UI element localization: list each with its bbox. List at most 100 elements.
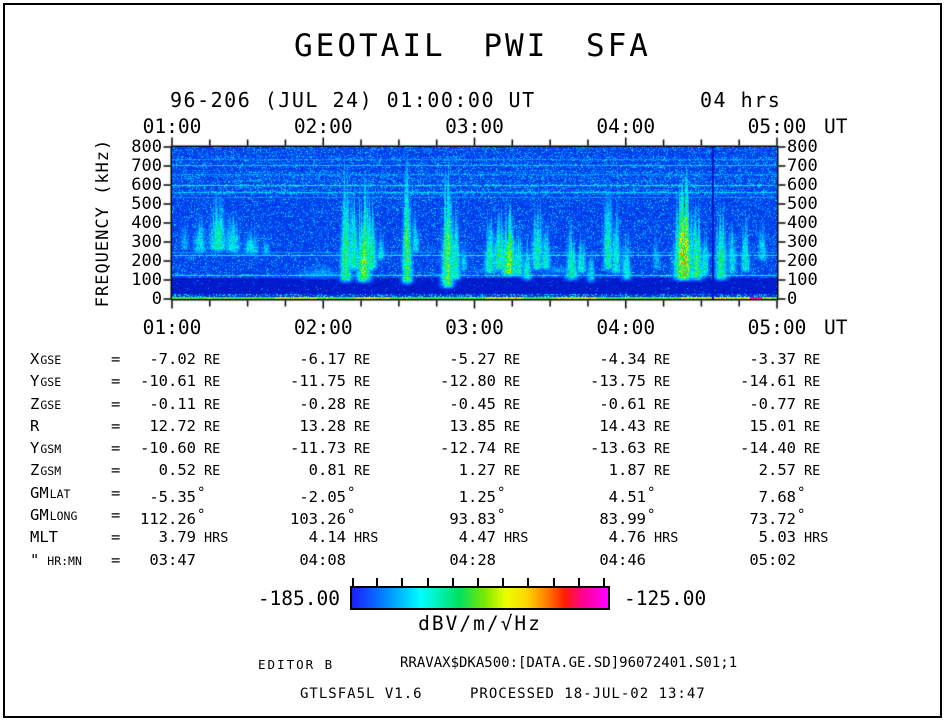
time-tick-label: 05:00 [747,316,807,339]
ephemeris-unit: RE [504,352,521,368]
ephemeris-equals: = [111,350,121,368]
ephemeris-value: 2.57 RE [758,461,821,480]
ephemeris-value: 1.25° [458,484,506,506]
ephemeris-value: -14.40 RE [740,439,821,458]
ephemeris-row-label-main: GM [30,483,49,502]
ephemeris-row-label-main: Z [30,394,40,413]
ephemeris-value: 73.72° [749,507,806,529]
freq-tick-label: 400 [131,212,162,233]
ephemeris-value: 13.28 RE [299,416,371,435]
ephemeris-row: R = 12.72 RE 13.28 RE 13.85 RE 14.43 RE 15.01 RE [0,415,945,437]
ephemeris-row-label-sub: GSM [40,464,62,479]
ephemeris-value: 04:28 [449,550,496,569]
freq-tick-label: 0 [151,288,162,309]
ephemeris-value: 1.27 RE [458,461,521,480]
ephemeris-value: -5.27 RE [449,350,521,368]
footer-file: RRAVAX$DKA500:[DATA.GE.SD]96072401.S01;1 [400,655,738,671]
ephemeris-value: -13.63 RE [590,439,671,458]
ephemeris-unit: RE [354,418,371,435]
ephemeris-table: XGSE = -7.02 RE -6.17 RE -5.27 RE -4.34 RE -3.37 RE… [0,348,945,571]
ephemeris-unit: HRS [204,530,229,547]
ephemeris-equals: = [111,394,121,413]
ephemeris-row-label-sub: LAT [49,486,71,501]
freq-tick-label: 700 [131,155,162,176]
colorbar-unit-label: dBV/m/√Hz [418,612,542,635]
ephemeris-value: 4.47 HRS [458,528,529,547]
ephemeris-row-label: XGSE [30,348,61,371]
ephemeris-unit: RE [804,374,821,391]
ephemeris-unit: RE [654,441,671,458]
colorbar-tick [553,578,555,586]
ephemeris-value: 04:08 [299,550,346,569]
ephemeris-value: 14.43 RE [599,416,671,435]
colorbar-tick [401,578,403,586]
ephemeris-row: " HR:MN = 03:47 04:08 04:28 04:46 05:02 [0,549,945,571]
freq-axis-title: FREQUENCY (kHz) [93,138,113,308]
ephemeris-value: 0.52 RE [158,461,221,480]
ephemeris-unit: RE [204,463,221,480]
ephemeris-value: -7.02 RE [149,350,221,368]
time-tick-label: 01:00 [142,316,202,339]
time-axis-unit-top: UT [824,115,848,138]
spectrogram-canvas [142,127,822,327]
ephemeris-row-label-main: GM [30,506,49,525]
ephemeris-unit: RE [354,374,371,391]
time-tick-label: 03:00 [445,316,504,339]
ephemeris-value: -4.34 RE [599,350,671,368]
ephemeris-row-label-sub: GSE [40,353,62,367]
ephemeris-unit: RE [354,441,371,458]
ephemeris-unit: ° [797,507,806,524]
ephemeris-row-label-main: " [30,550,40,569]
chart-subtitle-duration: 04 hrs [700,88,782,112]
colorbar-tick [452,578,454,586]
ephemeris-value: -10.61 RE [140,372,221,391]
ephemeris-value: 83.99° [599,507,656,529]
ephemeris-row: YGSM = -10.60 RE -11.73 RE -12.74 RE -13.63 RE -14… [0,437,945,459]
ephemeris-row: YGSE = -10.61 RE -11.75 RE -12.80 RE -13.75 RE -14… [0,370,945,392]
footer-program: GTLSFA5L V1.6 [300,686,423,702]
ephemeris-value: -0.11 RE [149,394,221,413]
ephemeris-unit: RE [804,463,821,480]
colorbar-min-label: -185.00 [257,587,340,610]
ephemeris-unit: RE [804,396,821,413]
ephemeris-row-label: " HR:MN [30,549,82,572]
ephemeris-value: -0.77 RE [749,394,821,413]
footer-editor: EDITOR B [258,657,335,672]
chart-title: GEOTAIL PWI SFA [294,28,651,64]
ephemeris-value: -11.73 RE [290,439,371,458]
colorbar-gradient [350,578,610,610]
ephemeris-unit: RE [354,352,371,368]
ephemeris-unit: RE [354,463,371,480]
time-axis-unit-bottom: UT [824,316,848,339]
time-tick-label: 02:00 [293,316,353,339]
colorbar-tick [502,578,504,586]
ephemeris-value: 03:47 [149,550,196,569]
ephemeris-unit: RE [804,418,821,435]
ephemeris-unit: RE [204,441,221,458]
ephemeris-row-label-main: X [30,350,40,368]
freq-tick-label: 600 [131,174,162,195]
ephemeris-value: -3.37 RE [749,350,821,368]
ephemeris-row-label: ZGSM [30,459,61,482]
ephemeris-unit: RE [654,418,671,435]
ephemeris-row-label-main: Z [30,461,40,480]
ephemeris-row-label: GMLONG [30,504,77,527]
ephemeris-value: 5.03 HRS [758,528,829,547]
freq-tick-label: 300 [787,231,818,252]
ephemeris-unit: RE [204,396,221,413]
ephemeris-unit: RE [654,396,671,413]
ephemeris-row-label-main: Y [30,439,40,458]
ephemeris-unit: ° [647,507,656,524]
freq-tick-label: 500 [787,193,818,214]
ephemeris-value: 93.83° [449,507,506,529]
ephemeris-unit: RE [204,352,221,368]
colorbar-tick [376,578,378,586]
ephemeris-value: 4.51° [608,484,656,506]
ephemeris-unit: ° [497,507,506,524]
ephemeris-value: 103.26° [290,507,356,529]
ephemeris-value: -0.28 RE [299,394,371,413]
ephemeris-row-label-sub: GSE [40,397,62,412]
ephemeris-value: 7.68° [758,484,806,506]
ephemeris-row-label-sub: HR:MN [40,553,82,568]
colorbar-tick [527,578,529,586]
